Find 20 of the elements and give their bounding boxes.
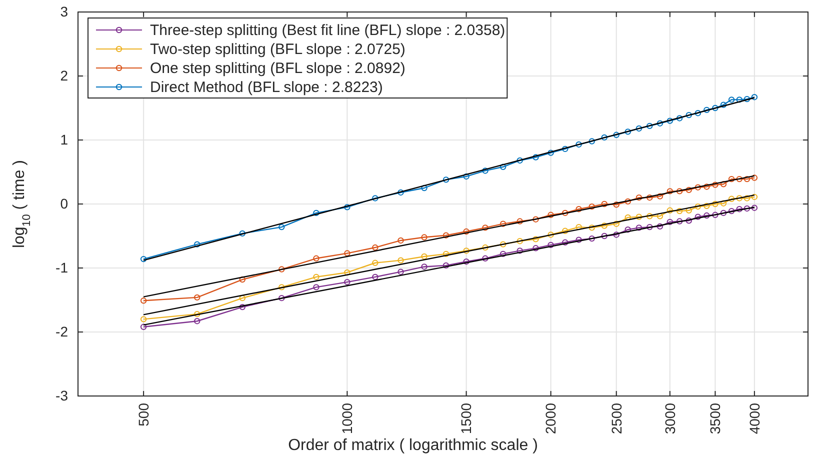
y-tick-label: 1 xyxy=(60,131,68,148)
legend-label: Direct Method (BFL slope : 2.8223) xyxy=(150,79,383,96)
y-tick-label: 0 xyxy=(60,195,68,212)
y-tick-label: -2 xyxy=(56,323,68,340)
x-axis-title: Order of matrix ( logarithmic scale ) xyxy=(288,437,538,454)
x-tick-label: 1000 xyxy=(339,402,356,434)
x-tick-label: 3000 xyxy=(662,402,678,434)
x-tick-label: 500 xyxy=(135,402,152,426)
x-tick-label: 1500 xyxy=(458,402,474,434)
legend-label: One step splitting (BFL slope : 2.0892) xyxy=(150,60,406,77)
y-tick-label: -1 xyxy=(56,259,68,276)
y-tick-label: 3 xyxy=(60,3,68,20)
x-tick-label: 2500 xyxy=(608,402,624,434)
legend-label: Three-step splitting (Best fit line (BFL) slope : 2.0358) xyxy=(150,22,506,39)
y-tick-label: 2 xyxy=(60,67,68,84)
y-tick-label: -3 xyxy=(56,387,68,404)
x-tick-label: 3500 xyxy=(707,402,724,434)
x-tick-label: 4000 xyxy=(746,402,762,434)
x-tick-label: 2000 xyxy=(542,402,559,434)
legend-label: Two-step splitting (BFL slope : 2.0725) xyxy=(150,41,406,58)
